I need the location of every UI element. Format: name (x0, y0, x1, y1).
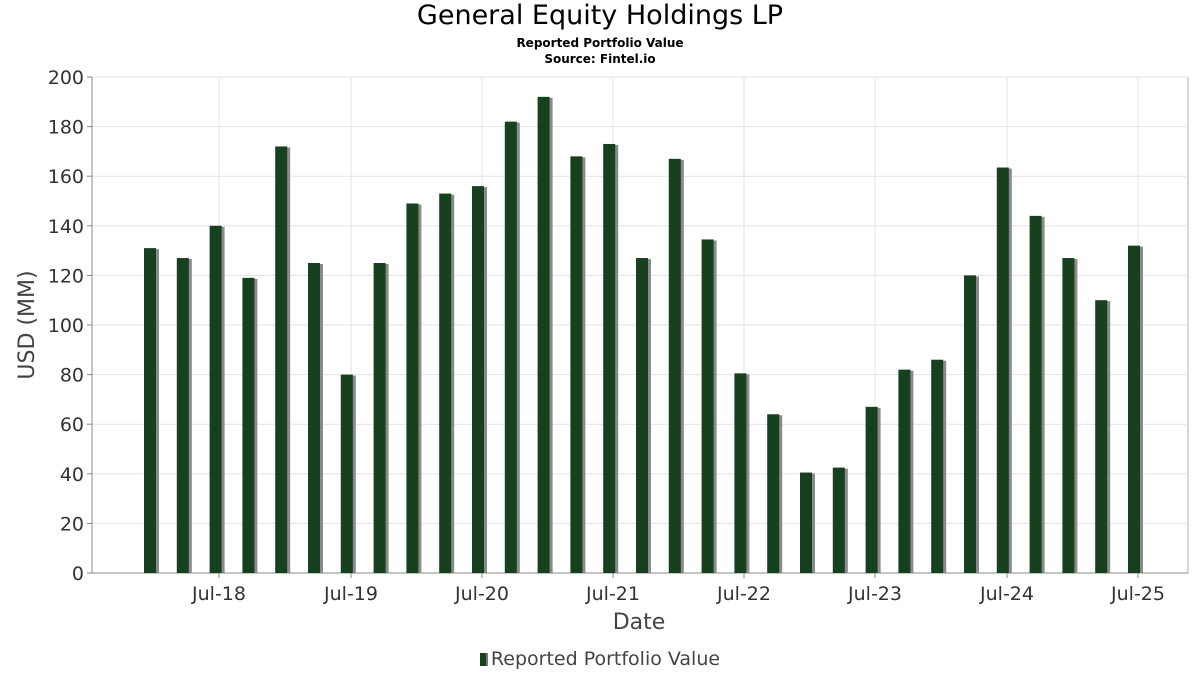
x-tick-label: Jul-18 (191, 583, 246, 605)
x-tick-label: Jul-21 (585, 583, 640, 605)
y-axis-title: USD (MM) (15, 270, 40, 379)
chart-title: General Equity Holdings LP (416, 0, 784, 31)
bar (570, 156, 583, 574)
bar (1029, 215, 1042, 573)
y-tick-label: 140 (48, 216, 84, 238)
y-tick-label: 160 (48, 166, 84, 188)
bar (176, 258, 189, 573)
y-tick-label: 100 (48, 315, 84, 337)
y-tick-label: 20 (60, 513, 84, 535)
y-tick-label: 80 (60, 365, 84, 387)
x-tick-label: Jul-25 (1110, 583, 1165, 605)
bar (898, 369, 911, 573)
bar (668, 158, 681, 573)
y-tick-label: 200 (48, 67, 84, 89)
x-tick-label: Jul-23 (847, 583, 902, 605)
bar (767, 414, 780, 573)
legend-swatch (479, 653, 488, 666)
bar (636, 258, 648, 573)
bar (734, 373, 747, 573)
bar (865, 406, 878, 573)
bar (1095, 300, 1108, 573)
bar (964, 275, 976, 573)
bar (144, 248, 156, 573)
bar (603, 143, 616, 573)
bar (242, 277, 255, 573)
x-tick-label: Jul-24 (979, 583, 1034, 605)
bar (209, 225, 222, 574)
bar (931, 359, 944, 573)
x-tick-label: Jul-20 (454, 583, 509, 605)
y-tick-label: 120 (48, 265, 84, 287)
bar (275, 146, 288, 573)
chart-source: Source: Fintel.io (544, 52, 656, 66)
bar (1128, 245, 1140, 573)
y-tick-label: 180 (48, 117, 84, 139)
bar (439, 193, 452, 573)
chart-subtitle: Reported Portfolio Value (516, 36, 684, 50)
x-tick-label: Jul-22 (716, 583, 771, 605)
bar (308, 263, 320, 573)
bar (504, 121, 517, 573)
bar (996, 167, 1009, 573)
legend-label: Reported Portfolio Value (490, 648, 721, 670)
bar (406, 203, 419, 574)
bar (1062, 258, 1075, 573)
bar (373, 263, 386, 573)
bar (832, 467, 845, 573)
bar (701, 239, 714, 573)
bar (472, 186, 484, 573)
bar (537, 96, 550, 573)
bar (340, 374, 353, 573)
y-tick-label: 40 (60, 464, 84, 486)
legend: Reported Portfolio Value (0, 648, 1200, 670)
bar (800, 472, 812, 573)
x-axis-title: Date (613, 610, 666, 635)
x-tick-label: Jul-19 (323, 583, 378, 605)
y-tick-label: 60 (60, 414, 84, 436)
y-tick-label: 0 (72, 563, 84, 585)
